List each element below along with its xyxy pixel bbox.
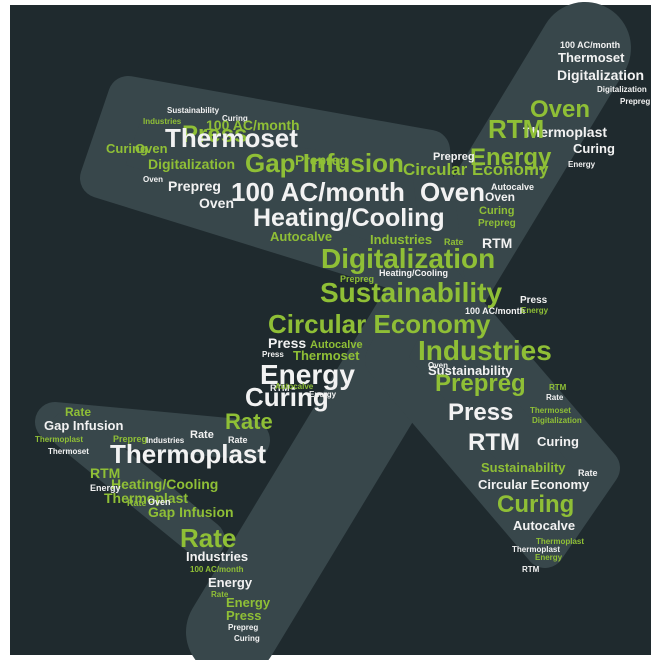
word: Digitalization [532, 416, 582, 425]
word: Energy [90, 483, 121, 493]
word: Thermoplast [110, 439, 266, 469]
word: Oven [420, 177, 485, 207]
word: Energy [208, 575, 253, 590]
word: Rate [65, 405, 91, 419]
word: Curing [537, 434, 579, 449]
word: RTM [522, 565, 540, 574]
word: Oven [428, 361, 448, 370]
word: Autocalve [270, 229, 332, 244]
word: Thermoset [558, 50, 625, 65]
word: Oven [143, 175, 163, 184]
word: Gap Infusion [148, 504, 234, 520]
word: 100 AC/month [231, 177, 405, 207]
word: Curing [106, 141, 148, 156]
word: Rate [225, 409, 273, 434]
word: Prepreg [168, 178, 221, 194]
word: Thermoplast [35, 435, 83, 444]
word: Energy [309, 390, 337, 399]
word: Industries [186, 549, 248, 564]
word: Energy [535, 553, 563, 562]
word: Press [448, 399, 513, 426]
word: Curing [497, 491, 574, 518]
word: Curing [479, 205, 514, 217]
word: 100 AC/month [560, 40, 620, 50]
word: Autocalve [275, 382, 314, 391]
word: Sustainability [320, 277, 502, 308]
word: Digitalization [597, 85, 647, 94]
word: Oven [485, 190, 515, 204]
word: Prepreg [228, 623, 258, 632]
word: Digitalization [148, 156, 235, 172]
word: Energy [568, 160, 596, 169]
word: Sustainability [481, 460, 566, 475]
word: RTM [549, 383, 567, 392]
word: Gap Infusion [44, 418, 124, 433]
word: Prepreg [433, 151, 475, 163]
word: Gap Infusion [245, 148, 404, 178]
word: Autocalve [513, 518, 575, 533]
word: Rate [546, 393, 564, 402]
word: RTM [468, 429, 520, 456]
word: 100 AC/month [190, 565, 244, 574]
word: Thermoset [48, 447, 89, 456]
word: Press [226, 608, 261, 623]
word: Heating/Cooling [253, 204, 445, 232]
word: Curing [573, 141, 615, 156]
word: Prepreg [478, 218, 516, 229]
word: Rate [127, 498, 147, 508]
word: Prepreg [435, 370, 526, 397]
word: Energy [521, 306, 549, 315]
page: {"words": ["100 AC/month","Thermoset","D… [0, 0, 661, 660]
word: Press [520, 295, 548, 306]
word: Circular Economy [478, 477, 590, 492]
word: Curing [234, 634, 260, 643]
word: Oven [199, 195, 234, 211]
word: RTM [488, 114, 544, 144]
word: Prepreg [620, 97, 650, 106]
word-cloud: 100 AC/monthThermosetDigitalizationDigit… [0, 0, 661, 660]
word: Press [262, 350, 284, 359]
word: Sustainability [167, 106, 220, 115]
word: Digitalization [557, 67, 644, 83]
word: Thermoset [530, 406, 571, 415]
